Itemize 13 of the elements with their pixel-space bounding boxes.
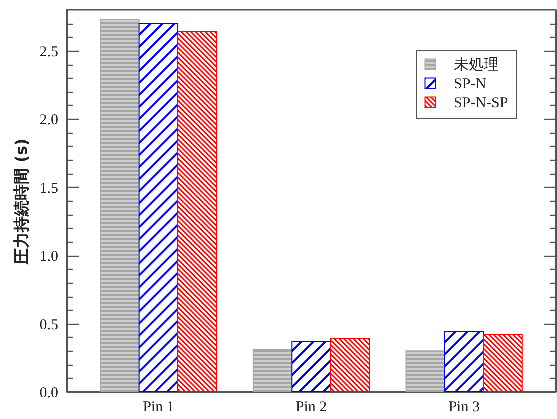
- y-tick-label: 1.5: [40, 180, 58, 197]
- legend-label: SP-N-SP: [454, 96, 508, 112]
- y-tick-label: 2.0: [40, 112, 58, 129]
- y-tick-label: 0.0: [40, 386, 58, 402]
- x-tick-label: Pin 2: [296, 400, 328, 416]
- y-tick-label: 0.5: [40, 317, 58, 334]
- legend-label: 未処理: [454, 56, 499, 74]
- y-tick-label: 1.0: [40, 249, 58, 266]
- y-axis-title: 圧力持続時間 (s): [12, 138, 31, 266]
- legend-label: SP-N: [454, 76, 487, 92]
- x-tick-label: Pin 1: [143, 400, 174, 416]
- y-tick-label: 2.5: [40, 44, 58, 60]
- x-tick-label: Pin 3: [448, 400, 480, 416]
